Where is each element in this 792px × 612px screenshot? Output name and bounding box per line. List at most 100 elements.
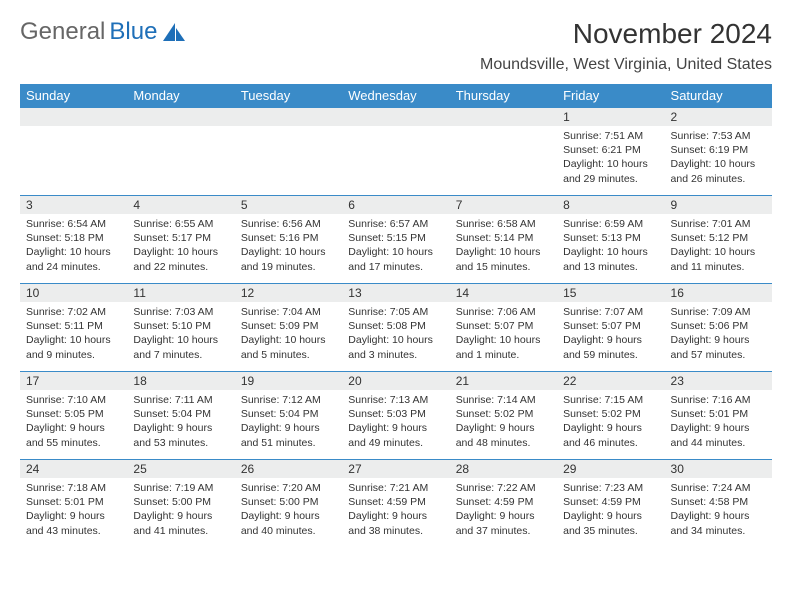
day-info: Sunrise: 6:59 AMSunset: 5:13 PMDaylight:… bbox=[557, 214, 664, 278]
day-header: Monday bbox=[127, 84, 234, 108]
day-info bbox=[342, 126, 449, 133]
day-number: 3 bbox=[20, 196, 127, 214]
day-info bbox=[20, 126, 127, 133]
calendar-cell bbox=[235, 108, 342, 196]
day-info: Sunrise: 7:15 AMSunset: 5:02 PMDaylight:… bbox=[557, 390, 664, 454]
calendar-cell: 11Sunrise: 7:03 AMSunset: 5:10 PMDayligh… bbox=[127, 284, 234, 372]
month-title: November 2024 bbox=[480, 18, 772, 50]
day-header: Thursday bbox=[450, 84, 557, 108]
day-header: Sunday bbox=[20, 84, 127, 108]
day-number: 1 bbox=[557, 108, 664, 126]
logo: GeneralBlue bbox=[20, 18, 185, 46]
calendar-week: 3Sunrise: 6:54 AMSunset: 5:18 PMDaylight… bbox=[20, 196, 772, 284]
day-info: Sunrise: 7:21 AMSunset: 4:59 PMDaylight:… bbox=[342, 478, 449, 542]
day-info: Sunrise: 7:09 AMSunset: 5:06 PMDaylight:… bbox=[665, 302, 772, 366]
logo-sail-icon bbox=[163, 23, 185, 41]
day-header: Saturday bbox=[665, 84, 772, 108]
calendar-cell: 14Sunrise: 7:06 AMSunset: 5:07 PMDayligh… bbox=[450, 284, 557, 372]
day-info: Sunrise: 7:16 AMSunset: 5:01 PMDaylight:… bbox=[665, 390, 772, 454]
logo-text-blue: Blue bbox=[109, 18, 157, 46]
day-header: Wednesday bbox=[342, 84, 449, 108]
calendar-cell: 1Sunrise: 7:51 AMSunset: 6:21 PMDaylight… bbox=[557, 108, 664, 196]
day-info: Sunrise: 7:10 AMSunset: 5:05 PMDaylight:… bbox=[20, 390, 127, 454]
calendar-cell: 3Sunrise: 6:54 AMSunset: 5:18 PMDaylight… bbox=[20, 196, 127, 284]
calendar-cell: 26Sunrise: 7:20 AMSunset: 5:00 PMDayligh… bbox=[235, 460, 342, 548]
day-number: 24 bbox=[20, 460, 127, 478]
day-number: 21 bbox=[450, 372, 557, 390]
calendar-cell: 10Sunrise: 7:02 AMSunset: 5:11 PMDayligh… bbox=[20, 284, 127, 372]
day-number: 16 bbox=[665, 284, 772, 302]
day-number bbox=[235, 108, 342, 126]
day-info: Sunrise: 6:58 AMSunset: 5:14 PMDaylight:… bbox=[450, 214, 557, 278]
calendar-cell bbox=[20, 108, 127, 196]
calendar-cell: 18Sunrise: 7:11 AMSunset: 5:04 PMDayligh… bbox=[127, 372, 234, 460]
calendar-cell: 15Sunrise: 7:07 AMSunset: 5:07 PMDayligh… bbox=[557, 284, 664, 372]
day-info: Sunrise: 7:03 AMSunset: 5:10 PMDaylight:… bbox=[127, 302, 234, 366]
day-number: 19 bbox=[235, 372, 342, 390]
calendar-cell bbox=[450, 108, 557, 196]
day-number: 27 bbox=[342, 460, 449, 478]
day-info bbox=[235, 126, 342, 133]
day-info: Sunrise: 7:05 AMSunset: 5:08 PMDaylight:… bbox=[342, 302, 449, 366]
day-number: 9 bbox=[665, 196, 772, 214]
day-number: 20 bbox=[342, 372, 449, 390]
day-info: Sunrise: 6:57 AMSunset: 5:15 PMDaylight:… bbox=[342, 214, 449, 278]
day-number: 6 bbox=[342, 196, 449, 214]
calendar-cell: 6Sunrise: 6:57 AMSunset: 5:15 PMDaylight… bbox=[342, 196, 449, 284]
day-info: Sunrise: 7:51 AMSunset: 6:21 PMDaylight:… bbox=[557, 126, 664, 190]
calendar-cell: 29Sunrise: 7:23 AMSunset: 4:59 PMDayligh… bbox=[557, 460, 664, 548]
day-info: Sunrise: 7:22 AMSunset: 4:59 PMDaylight:… bbox=[450, 478, 557, 542]
calendar-cell: 2Sunrise: 7:53 AMSunset: 6:19 PMDaylight… bbox=[665, 108, 772, 196]
calendar-cell: 8Sunrise: 6:59 AMSunset: 5:13 PMDaylight… bbox=[557, 196, 664, 284]
calendar-cell: 16Sunrise: 7:09 AMSunset: 5:06 PMDayligh… bbox=[665, 284, 772, 372]
day-number: 25 bbox=[127, 460, 234, 478]
day-info: Sunrise: 7:01 AMSunset: 5:12 PMDaylight:… bbox=[665, 214, 772, 278]
day-number bbox=[20, 108, 127, 126]
calendar-cell: 25Sunrise: 7:19 AMSunset: 5:00 PMDayligh… bbox=[127, 460, 234, 548]
day-number: 22 bbox=[557, 372, 664, 390]
day-info: Sunrise: 7:23 AMSunset: 4:59 PMDaylight:… bbox=[557, 478, 664, 542]
calendar-cell: 30Sunrise: 7:24 AMSunset: 4:58 PMDayligh… bbox=[665, 460, 772, 548]
calendar-cell: 24Sunrise: 7:18 AMSunset: 5:01 PMDayligh… bbox=[20, 460, 127, 548]
calendar-week: 17Sunrise: 7:10 AMSunset: 5:05 PMDayligh… bbox=[20, 372, 772, 460]
calendar-cell: 9Sunrise: 7:01 AMSunset: 5:12 PMDaylight… bbox=[665, 196, 772, 284]
calendar-body: 1Sunrise: 7:51 AMSunset: 6:21 PMDaylight… bbox=[20, 108, 772, 548]
day-number: 4 bbox=[127, 196, 234, 214]
calendar-cell: 19Sunrise: 7:12 AMSunset: 5:04 PMDayligh… bbox=[235, 372, 342, 460]
day-number: 8 bbox=[557, 196, 664, 214]
day-number: 23 bbox=[665, 372, 772, 390]
calendar-cell: 28Sunrise: 7:22 AMSunset: 4:59 PMDayligh… bbox=[450, 460, 557, 548]
calendar-cell: 22Sunrise: 7:15 AMSunset: 5:02 PMDayligh… bbox=[557, 372, 664, 460]
day-info: Sunrise: 6:54 AMSunset: 5:18 PMDaylight:… bbox=[20, 214, 127, 278]
title-block: November 2024 Moundsville, West Virginia… bbox=[480, 18, 772, 74]
day-info: Sunrise: 7:02 AMSunset: 5:11 PMDaylight:… bbox=[20, 302, 127, 366]
day-number: 12 bbox=[235, 284, 342, 302]
calendar-cell: 17Sunrise: 7:10 AMSunset: 5:05 PMDayligh… bbox=[20, 372, 127, 460]
day-info: Sunrise: 7:12 AMSunset: 5:04 PMDaylight:… bbox=[235, 390, 342, 454]
calendar-table: SundayMondayTuesdayWednesdayThursdayFrid… bbox=[20, 84, 772, 548]
day-number: 29 bbox=[557, 460, 664, 478]
day-info: Sunrise: 7:18 AMSunset: 5:01 PMDaylight:… bbox=[20, 478, 127, 542]
calendar-cell: 7Sunrise: 6:58 AMSunset: 5:14 PMDaylight… bbox=[450, 196, 557, 284]
day-number bbox=[342, 108, 449, 126]
calendar-cell bbox=[342, 108, 449, 196]
calendar-week: 10Sunrise: 7:02 AMSunset: 5:11 PMDayligh… bbox=[20, 284, 772, 372]
day-number: 15 bbox=[557, 284, 664, 302]
calendar-cell: 12Sunrise: 7:04 AMSunset: 5:09 PMDayligh… bbox=[235, 284, 342, 372]
day-info: Sunrise: 6:56 AMSunset: 5:16 PMDaylight:… bbox=[235, 214, 342, 278]
day-number: 2 bbox=[665, 108, 772, 126]
calendar-cell: 5Sunrise: 6:56 AMSunset: 5:16 PMDaylight… bbox=[235, 196, 342, 284]
calendar-cell bbox=[127, 108, 234, 196]
day-info: Sunrise: 7:06 AMSunset: 5:07 PMDaylight:… bbox=[450, 302, 557, 366]
logo-text-gray: General bbox=[20, 18, 105, 46]
calendar-cell: 23Sunrise: 7:16 AMSunset: 5:01 PMDayligh… bbox=[665, 372, 772, 460]
day-info: Sunrise: 7:19 AMSunset: 5:00 PMDaylight:… bbox=[127, 478, 234, 542]
day-info: Sunrise: 7:07 AMSunset: 5:07 PMDaylight:… bbox=[557, 302, 664, 366]
day-number: 28 bbox=[450, 460, 557, 478]
day-number: 5 bbox=[235, 196, 342, 214]
day-number: 14 bbox=[450, 284, 557, 302]
day-info: Sunrise: 7:24 AMSunset: 4:58 PMDaylight:… bbox=[665, 478, 772, 542]
calendar-head: SundayMondayTuesdayWednesdayThursdayFrid… bbox=[20, 84, 772, 108]
day-header: Friday bbox=[557, 84, 664, 108]
day-number: 7 bbox=[450, 196, 557, 214]
